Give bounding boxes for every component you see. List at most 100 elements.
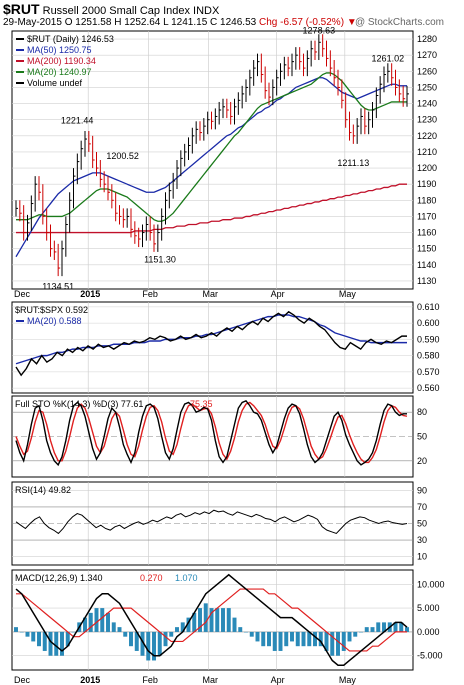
histogram-bar [313,631,317,647]
histogram-bar [267,631,271,647]
histogram-bar [307,631,312,647]
quote-open: O 1251.58 [64,17,112,28]
series-line [15,509,408,535]
histogram-bar [186,617,191,632]
quote-close: C 1246.53 [210,17,257,28]
y-tick-label: 0.610 [417,302,440,312]
histogram-bar [330,631,335,656]
histogram-bar [364,627,369,632]
y-tick-label: 0.580 [417,351,440,361]
y-tick-label: 0.560 [417,383,440,393]
chart-header: $RUT Russell 2000 Small Cap Index INDX [3,1,219,17]
legend-entry: MACD(12,26,9) 1.340 [15,573,103,583]
price-annotation: 1151.30 [144,255,176,265]
histogram-bar [336,631,340,656]
y-tick-label: 1270 [417,50,437,60]
histogram-bar [71,631,76,633]
y-tick-label: 10 [417,552,427,562]
y-tick-label: 0.600 [417,318,440,328]
histogram-bar [221,608,225,632]
histogram-bar [14,627,18,632]
x-tick-label: May [339,289,357,299]
x-tick-label: May [339,675,357,685]
price-annotation: 1261.02 [372,54,405,64]
histogram-bar [169,631,174,637]
histogram-bar [359,631,363,633]
histogram-bar [244,631,248,633]
panel-0 [11,30,414,290]
legend-entry: 1.070 [175,573,198,583]
x-tick-label: 2015 [80,675,100,685]
histogram-bar [48,631,53,656]
histogram-bar [284,631,289,647]
series-signal-line [16,588,407,652]
triangle-down-icon: ▼ [346,17,357,28]
histogram-bar [94,608,99,632]
histogram-bar [278,631,283,651]
y-tick-label: 0.590 [417,334,440,344]
histogram-bar [215,608,220,632]
symbol: $RUT [3,1,40,17]
histogram-bar [318,631,323,647]
y-tick-label: 10.000 [417,579,445,589]
histogram-bar [295,631,300,647]
legend-entry: MA(20) 1240.97 [27,67,92,77]
price-annotation: 1134.51 [42,282,74,292]
histogram-bar [249,631,254,637]
histogram-bar [261,631,266,647]
series-line [15,400,407,467]
legend-entry: $RUT (Daily) 1246.53 [27,34,114,44]
histogram-bar [341,631,346,651]
histogram-bar [54,631,59,656]
y-tick-label: 1230 [417,115,437,125]
histogram-bar [198,608,202,632]
histogram-bar [157,631,162,656]
quote-change: Chg -6.57 (-0.52%) [258,17,345,28]
legend-entry: MA(50) 1250.75 [27,45,92,55]
histogram-bar [152,631,156,661]
x-tick-label: Apr [271,289,285,299]
index-name: Russell 2000 Small Cap Index [42,5,190,17]
x-tick-label: Mar [202,289,218,299]
y-tick-label: 1170 [417,211,436,221]
histogram-bar [25,631,30,637]
y-tick-label: 1210 [417,147,437,157]
panel-2 [11,395,414,478]
histogram-bar [382,622,386,632]
histogram-bar [65,631,70,647]
y-tick-label: 5.000 [417,603,440,613]
price-annotation: 1221.44 [61,115,94,125]
y-tick-label: 1180 [417,195,436,205]
y-tick-label: 1280 [417,34,437,44]
histogram-bar [140,631,145,656]
legend-entry: 0.270 [140,573,163,583]
histogram-bar [180,622,185,632]
price-annotation: 1278.63 [303,25,336,35]
x-tick-label: Apr [271,675,285,685]
histogram-bar [37,631,41,647]
y-tick-label: 50 [417,519,427,529]
y-tick-label: 90 [417,485,427,495]
quote-date: 29-May-2015 [3,17,62,28]
histogram-bar [290,631,294,642]
histogram-bar [175,627,179,632]
histogram-bar [353,631,358,637]
y-tick-label: 1130 [417,276,436,286]
histogram-bar [232,617,237,632]
histogram-bar [209,608,214,632]
histogram-bar [42,631,47,651]
histogram-bar [376,622,381,632]
y-tick-label: 1160 [417,228,436,238]
panel-4 [11,569,414,671]
panel-frame [11,30,414,290]
histogram-bar [203,603,208,632]
legend-entry: MA(20) 0.588 [27,316,82,326]
y-tick-label: 80 [417,407,427,417]
series-line [16,183,407,234]
x-tick-label: Feb [142,289,158,299]
legend-entry: Full STO %K(14,3) %D(3) 77.61 [15,399,143,409]
series-line [15,401,408,464]
histogram-bar [123,631,128,637]
